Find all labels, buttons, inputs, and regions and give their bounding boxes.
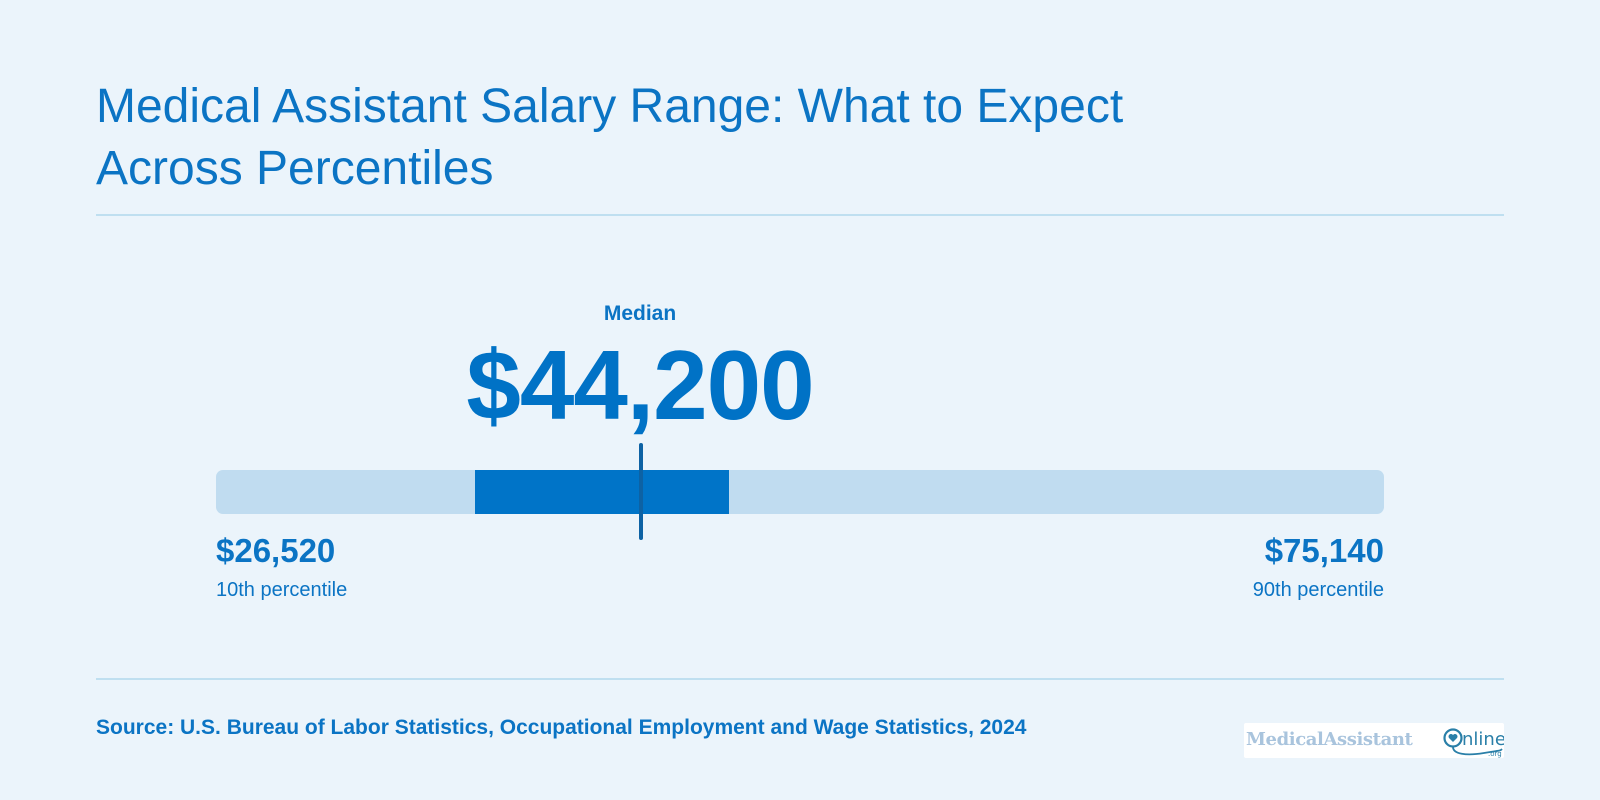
bottom-divider	[96, 678, 1504, 680]
p90-label: 90th percentile	[1252, 579, 1384, 601]
p90-value: $75,140	[1264, 532, 1384, 569]
chart-title-line-2: Across Percentiles	[96, 142, 494, 195]
range-track	[216, 470, 1384, 514]
logo-suffix: .org	[1488, 750, 1502, 758]
median-label: Median	[603, 302, 677, 325]
median-marker	[638, 443, 643, 540]
p10-value: $26,520	[216, 532, 336, 569]
source-note: Source: U.S. Bureau of Labor Statistics,…	[96, 716, 1027, 739]
p10-label: 10th percentile	[216, 579, 348, 601]
logo-text-left: MedicalAssistant	[1246, 729, 1414, 750]
median-value: $44,200	[466, 330, 814, 440]
chart-title: Medical Assistant Salary Range: What to …	[96, 76, 1246, 200]
medicalassistantonline-logo: MedicalAssistant nline .org	[1244, 723, 1504, 758]
logo-graphic: MedicalAssistant nline .org	[1246, 728, 1504, 758]
top-divider	[96, 214, 1504, 216]
chart-title-line-1: Medical Assistant Salary Range: What to …	[96, 80, 1124, 133]
heart-stethoscope-icon	[1443, 728, 1503, 756]
logo-text-right: nline	[1462, 729, 1504, 750]
interquartile-band	[475, 470, 729, 514]
